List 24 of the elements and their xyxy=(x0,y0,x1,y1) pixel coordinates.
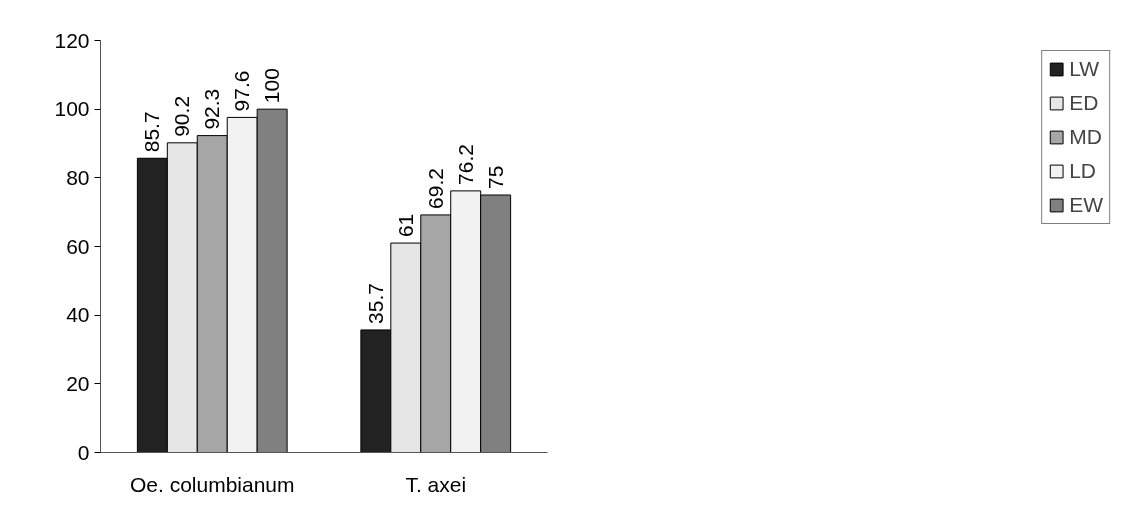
x-tick-label: Oe. columbianum xyxy=(129,472,295,496)
legend-label: MD xyxy=(1069,125,1102,149)
data-label: 76.2 xyxy=(453,144,477,185)
y-tick-label: 100 xyxy=(54,97,90,121)
legend-label: ED xyxy=(1069,91,1099,115)
legend-label: LD xyxy=(1069,159,1097,183)
data-label: 75 xyxy=(483,165,507,189)
data-label: 92.3 xyxy=(200,88,224,130)
y-tick-label: 60 xyxy=(66,234,90,258)
legend-label: LW xyxy=(1069,57,1100,81)
data-label: 61 xyxy=(393,213,417,238)
data-label: 97.6 xyxy=(230,70,254,112)
y-tick-label: 0 xyxy=(77,440,90,464)
y-tick-label: 120 xyxy=(54,28,90,52)
x-tick-label: T. axei xyxy=(405,472,467,496)
data-label: 35.7 xyxy=(363,283,387,324)
legend-label: EW xyxy=(1069,193,1103,217)
data-label: 90.2 xyxy=(170,95,194,137)
data-label: 69.2 xyxy=(423,168,447,209)
data-label: 85.7 xyxy=(140,111,164,153)
data-label: 100 xyxy=(260,68,284,104)
y-tick-label: 80 xyxy=(66,165,90,189)
y-tick-label: 20 xyxy=(66,371,90,395)
y-tick-label: 40 xyxy=(66,303,90,327)
